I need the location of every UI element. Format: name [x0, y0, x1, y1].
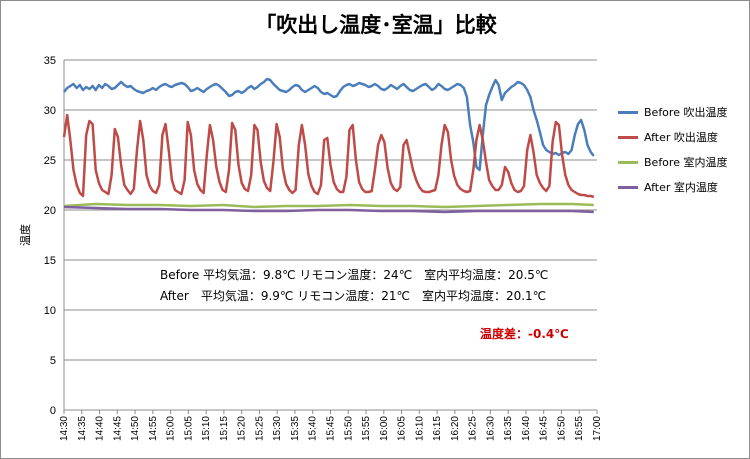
- x-tick-label: 16:15: [432, 416, 443, 441]
- legend-swatch-before-outlet: [618, 111, 638, 114]
- x-tick-label: 16:05: [397, 416, 408, 441]
- x-tick-label: 16:10: [414, 416, 425, 441]
- x-tick-label: 15:30: [272, 416, 283, 441]
- annotation-before: Before 平均気温：9.8℃ リモコン温度：24℃ 室内平均温度：20.5℃: [160, 268, 549, 282]
- chart-title: 「吹出し温度･室温」比較: [255, 13, 497, 37]
- x-tick-label: 16:00: [379, 416, 390, 441]
- x-tick-label: 16:45: [539, 416, 550, 441]
- y-tick-label: 10: [44, 305, 56, 317]
- x-tick-label: 16:30: [485, 416, 496, 441]
- x-tick-label: 16:25: [468, 416, 479, 441]
- legend-label-after-room: After 室内温度: [644, 181, 718, 194]
- y-tick-label: 25: [44, 155, 56, 167]
- x-tick-label: 14:45: [112, 416, 123, 441]
- x-tick-label: 16:55: [574, 416, 585, 441]
- legend-label-before-room: Before 室内温度: [644, 156, 728, 169]
- series-line-2: [63, 202, 594, 209]
- x-tick-label: 16:20: [450, 416, 461, 441]
- x-tick-label: 14:55: [148, 416, 159, 441]
- annotation-after: After 平均気温：9.9℃ リモコン温度：21℃ 室内平均温度：20.1℃: [160, 289, 547, 303]
- x-tick-label: 15:10: [201, 416, 212, 441]
- legend-label-before-outlet: Before 吹出温度: [644, 106, 728, 119]
- x-tick-label: 15:25: [254, 416, 265, 441]
- x-tick-label: 15:55: [361, 416, 372, 441]
- x-tick-label: 15:05: [183, 416, 194, 441]
- x-tick-label: 15:35: [290, 416, 301, 441]
- x-tick-label: 15:45: [326, 416, 337, 441]
- x-tick-label: 14:40: [95, 416, 106, 441]
- legend-swatch-after-outlet: [618, 136, 638, 139]
- x-tick-label: 16:35: [503, 416, 514, 441]
- legend-swatch-before-room: [618, 161, 638, 164]
- x-tick-label: 14:30: [59, 416, 70, 441]
- y-tick-label: 30: [44, 105, 56, 117]
- legend-swatch-after-room: [618, 186, 638, 189]
- x-tick-label: 15:40: [308, 416, 319, 441]
- series-line-1: [62, 113, 595, 199]
- x-tick-label: 16:50: [556, 416, 567, 441]
- x-tick-label: 14:50: [130, 416, 141, 441]
- annotation-difference: 温度差：-0.4℃: [480, 327, 569, 341]
- x-tick-label: 16:40: [521, 416, 532, 441]
- legend-label-after-outlet: After 吹出温度: [644, 131, 718, 144]
- y-tick-label: 35: [44, 55, 56, 67]
- y-tick-label: 20: [44, 205, 56, 217]
- x-tick-label: 15:50: [343, 416, 354, 441]
- x-tick-label: 14:35: [77, 416, 88, 441]
- y-tick-label: 15: [44, 255, 56, 267]
- series-line-0: [63, 77, 595, 172]
- y-tick-label: 5: [50, 355, 56, 367]
- x-tick-label: 15:00: [166, 416, 177, 441]
- y-tick-label: 0: [50, 405, 56, 417]
- x-tick-label: 15:20: [237, 416, 248, 441]
- series-line-3: [63, 205, 594, 214]
- x-tick-label: 15:15: [219, 416, 230, 441]
- x-tick-label: 17:00: [592, 416, 603, 441]
